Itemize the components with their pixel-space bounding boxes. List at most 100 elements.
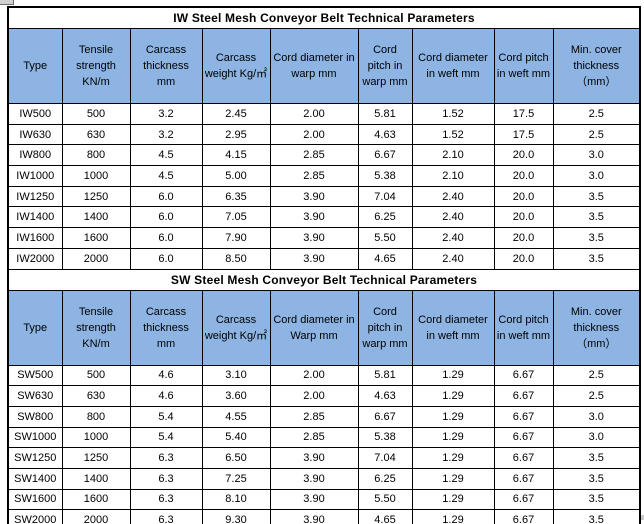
data-cell: 2.00 [269,103,359,125]
type-cell: SW1000 [7,426,63,449]
data-cell: 3.5 [552,447,641,469]
data-cell: 1.29 [411,364,495,387]
data-cell: 17.5 [493,123,554,146]
data-cell: 6.67 [357,405,413,428]
data-cell: 3.0 [552,405,641,428]
data-cell: 2.5 [552,364,641,387]
column-header: Carcass thickness mm [129,28,203,104]
table-row: IW1000 1000 4.5 5.00 2.85 5.38 2.10 20.0 3.0 [7,165,641,187]
column-header: Carcass weight Kg/㎡ [201,28,271,104]
type-cell: IW1000 [7,165,63,187]
data-cell: 3.5 [552,488,641,511]
table-row: IW1600 1600 6.0 7.90 3.90 5.50 2.40 20.0 3.5 [7,227,641,249]
data-cell: 1250 [61,185,131,208]
data-cell: 7.04 [357,447,413,469]
data-cell: 5.81 [357,103,413,125]
table-row: SW630 630 4.6 3.60 2.00 4.63 1.29 6.67 2.5 [7,385,641,407]
column-header: Tensile strength KN/m [61,289,131,366]
data-cell: 3.5 [552,247,641,270]
data-cell: 3.0 [552,144,641,167]
data-cell: 1400 [61,206,131,229]
data-cell: 3.90 [269,185,359,208]
type-cell: IW500 [7,103,63,125]
data-cell: 6.25 [357,467,413,490]
data-cell: 2.85 [269,144,359,167]
type-cell: SW800 [7,405,63,428]
data-cell: 4.5 [129,144,203,167]
parameters-table-body: IW Steel Mesh Conveyor Belt Technical Pa… [7,6,641,524]
column-header: Cord diameter in Warp mm [269,289,359,366]
data-cell: 1400 [61,467,131,490]
data-cell: 2.85 [269,165,359,187]
column-header: Cord pitch in warp mm [357,289,413,366]
section-title-row: SW Steel Mesh Conveyor Belt Technical Pa… [7,268,641,291]
data-cell: 3.90 [269,447,359,469]
data-cell: 6.0 [129,206,203,229]
data-cell: 20.0 [493,206,554,229]
data-cell: 3.5 [552,509,641,524]
data-cell: 4.63 [357,385,413,407]
data-cell: 6.3 [129,488,203,511]
data-cell: 1.29 [411,385,495,407]
section-title-row: IW Steel Mesh Conveyor Belt Technical Pa… [7,6,641,29]
data-cell: 20.0 [493,144,554,167]
data-cell: 6.3 [129,467,203,490]
data-cell: 7.04 [357,185,413,208]
data-cell: 5.40 [201,426,271,449]
data-cell: 4.65 [357,509,413,524]
data-cell: 6.0 [129,185,203,208]
data-cell: 2.5 [552,385,641,407]
table-row: SW1400 1400 6.3 7.25 3.90 6.25 1.29 6.67 3.5 [7,467,641,490]
column-header: Type [7,28,63,104]
data-cell: 4.5 [129,165,203,187]
column-header: Cord pitch in weft mm [493,289,554,366]
data-cell: 5.50 [357,488,413,511]
table-row: SW1250 1250 6.3 6.50 3.90 7.04 1.29 6.67 3.5 [7,447,641,469]
type-cell: SW630 [7,385,63,407]
data-cell: 2.5 [552,123,641,146]
data-cell: 6.0 [129,227,203,249]
data-cell: 2000 [61,247,131,270]
data-cell: 1.29 [411,509,495,524]
type-cell: SW2000 [7,509,63,524]
data-cell: 8.10 [201,488,271,511]
data-cell: 6.50 [201,447,271,469]
data-cell: 6.67 [493,488,554,511]
data-cell: 5.38 [357,426,413,449]
data-cell: 17.5 [493,103,554,125]
data-cell: 1.29 [411,447,495,469]
data-cell: 6.67 [357,144,413,167]
data-cell: 2.85 [269,426,359,449]
data-cell: 6.67 [493,426,554,449]
data-cell: 2.10 [411,165,495,187]
data-cell: 500 [61,103,131,125]
data-cell: 4.15 [201,144,271,167]
data-cell: 1.29 [411,426,495,449]
data-cell: 630 [61,385,131,407]
data-cell: 2.10 [411,144,495,167]
data-cell: 3.60 [201,385,271,407]
data-cell: 6.67 [493,509,554,524]
data-cell: 2.40 [411,206,495,229]
data-cell: 800 [61,405,131,428]
data-cell: 5.00 [201,165,271,187]
data-cell: 1.52 [411,103,495,125]
data-cell: 7.25 [201,467,271,490]
technical-parameters-tables: IW Steel Mesh Conveyor Belt Technical Pa… [7,6,641,524]
type-cell: IW1250 [7,185,63,208]
data-cell: 6.67 [493,467,554,490]
column-header: Cord diameter in weft mm [411,289,495,366]
data-cell: 3.90 [269,488,359,511]
data-cell: 6.67 [493,364,554,387]
data-cell: 2000 [61,509,131,524]
column-header: Min. cover thickness （mm） [552,289,641,366]
data-cell: 1600 [61,488,131,511]
data-cell: 4.6 [129,364,203,387]
screenshot-corner-artifact [0,0,14,5]
table-row: SW800 800 5.4 4.55 2.85 6.67 1.29 6.67 3.0 [7,405,641,428]
table-row: IW1250 1250 6.0 6.35 3.90 7.04 2.40 20.0 3.5 [7,185,641,208]
data-cell: 3.10 [201,364,271,387]
data-cell: 2.40 [411,247,495,270]
data-cell: 3.5 [552,227,641,249]
